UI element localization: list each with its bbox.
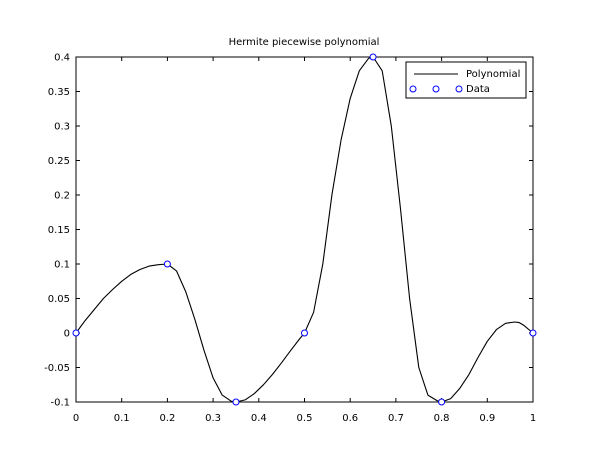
data-point — [369, 53, 377, 61]
legend-marker-3 — [455, 85, 463, 93]
x-tick-label: 1 — [530, 413, 536, 424]
legend-marker-2 — [432, 85, 440, 93]
polynomial-curve — [75, 56, 534, 403]
chart-title: Hermite piecewise polynomial — [229, 37, 380, 48]
y-tick-label: 0.3 — [54, 122, 70, 133]
x-tick-label: 0.7 — [388, 413, 404, 424]
legend-label-polynomial: Polynomial — [466, 69, 520, 80]
x-tick-label: 0.1 — [114, 413, 130, 424]
data-point — [163, 260, 171, 268]
series-data — [72, 53, 537, 406]
data-point — [301, 329, 308, 337]
x-tick-label: 0.9 — [479, 413, 495, 424]
x-tick-label: 0.8 — [434, 413, 450, 424]
x-tick-label: 0 — [73, 413, 79, 424]
x-tick-label: 0.6 — [342, 413, 358, 424]
axis-ticks: 0 0.1 0.2 0.3 0.4 0.5 0.6 0.7 0.8 0.9 1 -0.1 -0.05 0 0… — [44, 53, 536, 425]
y-tick-label: 0.25 — [48, 156, 70, 167]
legend-marker-1 — [409, 85, 417, 93]
y-tick-label: -0.05 — [44, 363, 70, 374]
plot-frame — [75, 56, 534, 403]
x-tick-label: 0.5 — [297, 413, 313, 424]
y-tick-label: 0 — [64, 329, 70, 340]
data-point — [232, 398, 240, 406]
data-point — [529, 329, 537, 337]
x-tick-label: 0.4 — [251, 413, 267, 424]
y-tick-label: 0.1 — [54, 260, 70, 271]
x-tick-label: 0.2 — [159, 413, 175, 424]
y-tick-label: 0.15 — [48, 225, 70, 236]
series-polynomial — [75, 56, 534, 403]
legend: Polynomial Data — [405, 61, 527, 99]
y-tick-label: 0.4 — [54, 53, 70, 64]
data-point — [438, 398, 446, 406]
y-tick-label: 0.35 — [48, 87, 70, 98]
y-tick-label: -0.1 — [50, 398, 70, 409]
data-point — [72, 329, 80, 337]
y-tick-label: 0.2 — [54, 191, 70, 202]
x-tick-label: 0.3 — [205, 413, 221, 424]
legend-label-data: Data — [466, 84, 490, 95]
legend-box — [405, 61, 527, 99]
y-tick-label: 0.05 — [48, 294, 70, 305]
